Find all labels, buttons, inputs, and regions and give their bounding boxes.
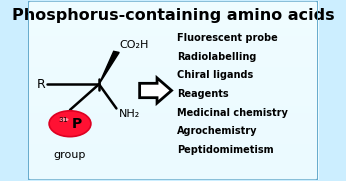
Text: group: group — [54, 150, 86, 160]
Text: Chiral ligands: Chiral ligands — [177, 70, 254, 80]
Text: Radiolabelling: Radiolabelling — [177, 52, 257, 62]
Polygon shape — [99, 51, 119, 84]
Circle shape — [49, 111, 91, 137]
Text: Fluorescent probe: Fluorescent probe — [177, 33, 278, 43]
Text: CO₂H: CO₂H — [119, 40, 149, 50]
Circle shape — [49, 111, 91, 137]
Circle shape — [60, 117, 81, 130]
Text: Peptidomimetism: Peptidomimetism — [177, 145, 274, 155]
Text: Medicinal chemistry: Medicinal chemistry — [177, 108, 288, 118]
Text: Phosphorus-containing amino acids: Phosphorus-containing amino acids — [12, 8, 334, 23]
Text: $^{31}$: $^{31}$ — [58, 118, 69, 128]
Text: R: R — [37, 78, 45, 91]
Ellipse shape — [60, 118, 69, 121]
Text: Agrochemistry: Agrochemistry — [177, 126, 258, 136]
FancyArrow shape — [140, 78, 172, 103]
Text: Reagents: Reagents — [177, 89, 229, 99]
Text: P: P — [72, 117, 82, 131]
Text: NH₂: NH₂ — [119, 109, 140, 119]
Circle shape — [53, 113, 87, 134]
